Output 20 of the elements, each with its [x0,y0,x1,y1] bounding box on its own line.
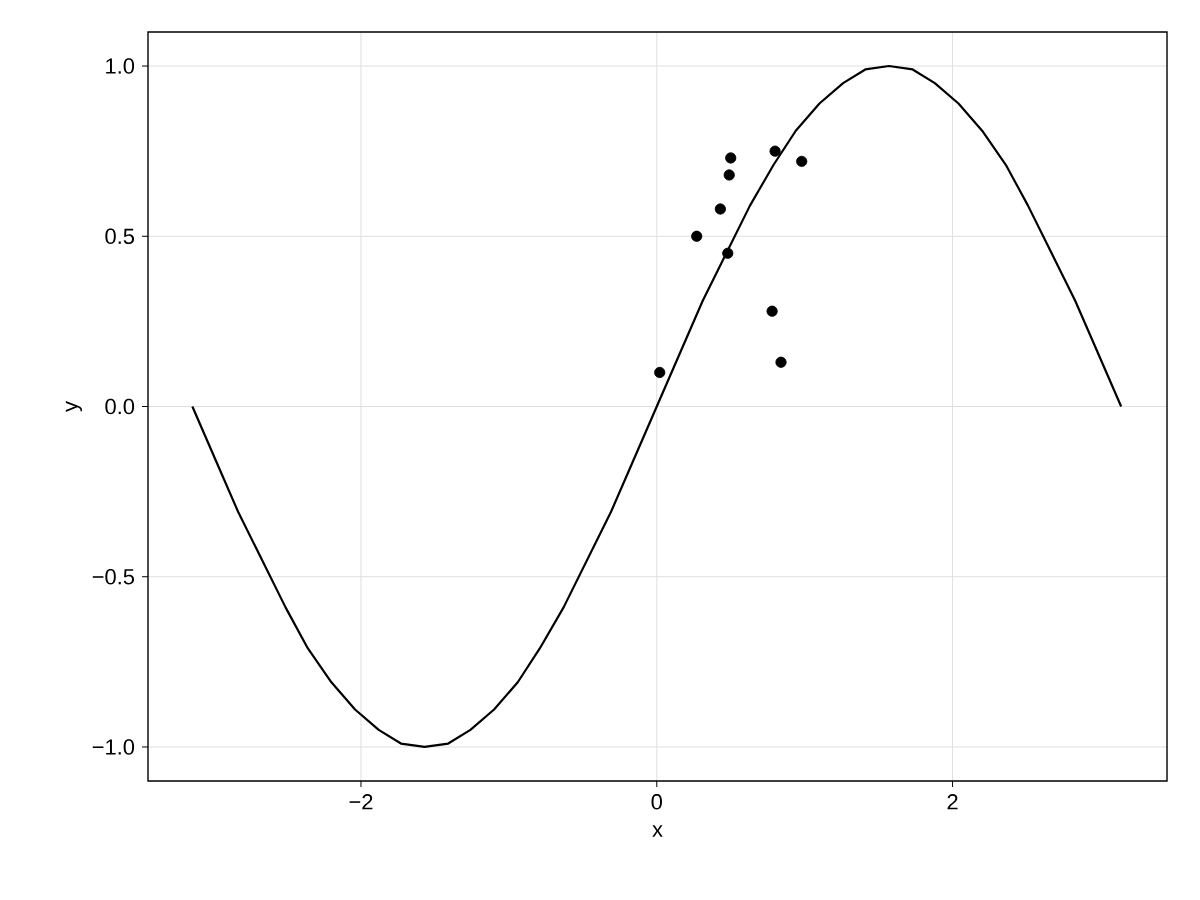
point [796,155,808,167]
y-tick-label: 0.0 [105,398,135,415]
y-tick-label: 0.5 [105,228,135,245]
point [691,230,703,242]
x-tick-label: 0 [651,794,662,810]
point [723,169,735,181]
point [775,356,787,368]
x-tick-label: −2 [349,794,373,810]
point [766,305,778,317]
point [725,152,737,164]
point [714,203,726,215]
y-tick-label: −1.0 [92,739,135,755]
x-tick-label: 2 [947,794,958,810]
y-tick-label: 1.0 [106,58,135,74]
y-axis-title: y [65,401,82,412]
y-tick-label: −0.5 [92,568,135,585]
x-axis-title: x [652,825,663,837]
point [722,247,734,259]
point [769,145,781,157]
point [654,366,666,379]
